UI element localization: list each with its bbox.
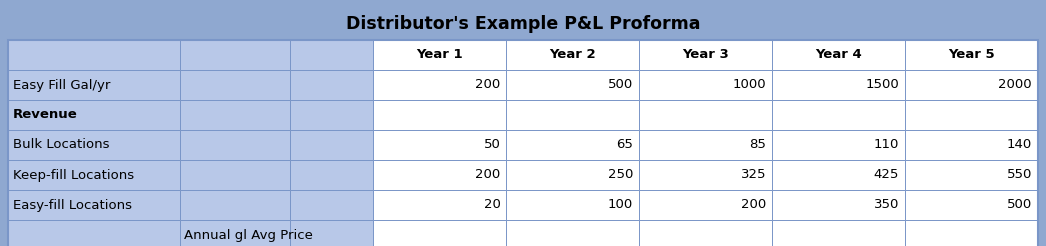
Bar — [291, 40, 373, 70]
Bar — [291, 70, 373, 100]
Bar — [639, 190, 772, 220]
Bar — [291, 130, 373, 160]
Bar — [8, 160, 180, 190]
Bar — [8, 40, 1038, 246]
Text: 250: 250 — [608, 169, 633, 182]
Bar — [905, 40, 1038, 70]
Bar — [506, 100, 639, 130]
Bar — [905, 130, 1038, 160]
Text: Year 5: Year 5 — [949, 48, 995, 62]
Text: Revenue: Revenue — [13, 108, 77, 122]
Bar — [373, 220, 506, 246]
Text: Annual gl Avg Price: Annual gl Avg Price — [184, 229, 313, 242]
Text: Year 3: Year 3 — [682, 48, 729, 62]
Bar — [373, 100, 506, 130]
Text: 20: 20 — [483, 199, 500, 212]
Text: 50: 50 — [483, 138, 500, 152]
Text: 425: 425 — [873, 169, 900, 182]
Text: Bulk Locations: Bulk Locations — [13, 138, 110, 152]
Bar — [905, 100, 1038, 130]
Bar — [639, 160, 772, 190]
Text: 1500: 1500 — [865, 78, 900, 92]
Text: 500: 500 — [1006, 199, 1032, 212]
Bar — [905, 70, 1038, 100]
Text: 140: 140 — [1006, 138, 1032, 152]
Bar — [8, 40, 180, 70]
Bar — [506, 70, 639, 100]
Bar — [506, 40, 639, 70]
Bar — [180, 190, 291, 220]
Bar — [373, 190, 506, 220]
Text: 550: 550 — [1006, 169, 1032, 182]
Text: 85: 85 — [749, 138, 766, 152]
Bar — [291, 190, 373, 220]
Bar — [639, 40, 772, 70]
Text: 350: 350 — [873, 199, 900, 212]
Bar — [506, 220, 639, 246]
Text: Keep-fill Locations: Keep-fill Locations — [13, 169, 134, 182]
Bar — [291, 160, 373, 190]
Bar — [639, 130, 772, 160]
Bar — [905, 160, 1038, 190]
Text: 500: 500 — [608, 78, 633, 92]
Bar — [8, 70, 180, 100]
Bar — [772, 130, 905, 160]
Bar — [772, 160, 905, 190]
Bar — [8, 190, 180, 220]
Bar — [180, 220, 291, 246]
Bar — [291, 220, 373, 246]
Bar — [905, 190, 1038, 220]
Bar — [180, 100, 291, 130]
Bar — [639, 100, 772, 130]
Text: 2000: 2000 — [998, 78, 1032, 92]
Bar — [772, 70, 905, 100]
Text: Easy-fill Locations: Easy-fill Locations — [13, 199, 132, 212]
Bar — [772, 100, 905, 130]
Text: Year 2: Year 2 — [549, 48, 596, 62]
Bar — [772, 190, 905, 220]
Bar — [506, 160, 639, 190]
Bar — [772, 220, 905, 246]
Bar — [905, 220, 1038, 246]
Bar — [8, 220, 180, 246]
Text: Year 4: Year 4 — [815, 48, 862, 62]
Text: 1000: 1000 — [732, 78, 766, 92]
Bar — [180, 160, 291, 190]
Bar — [180, 130, 291, 160]
Bar — [8, 130, 180, 160]
Text: 65: 65 — [616, 138, 633, 152]
Bar — [373, 160, 506, 190]
Bar — [373, 130, 506, 160]
Text: 325: 325 — [741, 169, 766, 182]
Text: 200: 200 — [741, 199, 766, 212]
Bar — [639, 220, 772, 246]
Bar — [373, 40, 506, 70]
Text: 100: 100 — [608, 199, 633, 212]
Text: Easy Fill Gal/yr: Easy Fill Gal/yr — [13, 78, 111, 92]
Text: Distributor's Example P&L Proforma: Distributor's Example P&L Proforma — [346, 15, 700, 33]
Bar — [772, 40, 905, 70]
Bar — [291, 100, 373, 130]
Bar — [639, 70, 772, 100]
Bar — [8, 100, 180, 130]
Bar — [8, 8, 1038, 40]
Bar — [180, 40, 291, 70]
Bar — [506, 130, 639, 160]
Text: 200: 200 — [475, 78, 500, 92]
Text: 200: 200 — [475, 169, 500, 182]
Bar — [506, 190, 639, 220]
Text: Year 1: Year 1 — [416, 48, 463, 62]
Bar — [180, 70, 291, 100]
Text: 110: 110 — [873, 138, 900, 152]
Bar — [373, 70, 506, 100]
